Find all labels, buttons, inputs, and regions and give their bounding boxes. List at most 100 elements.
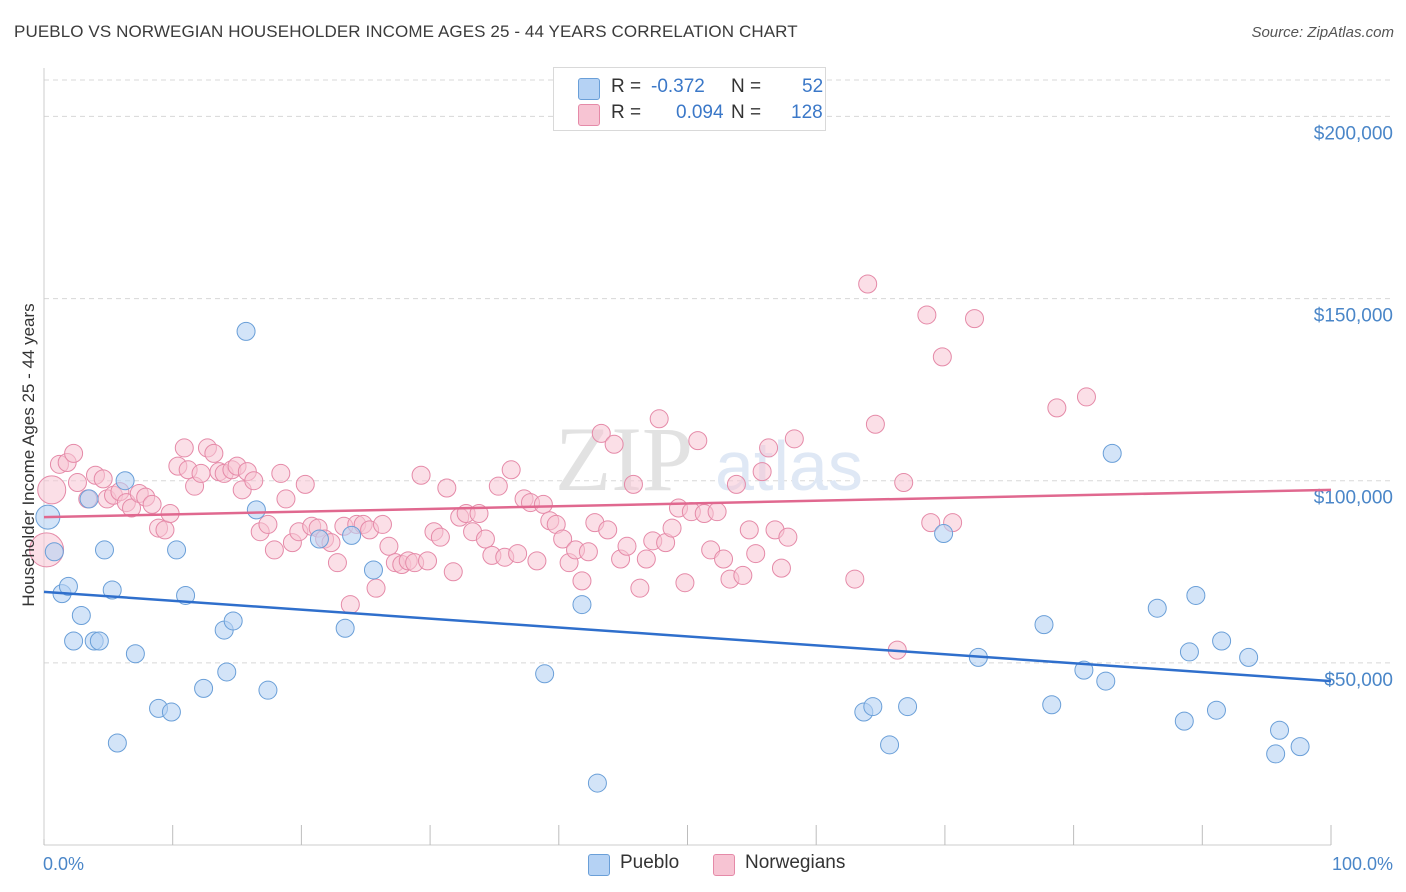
norwegians-point bbox=[122, 498, 142, 518]
norwegians-point bbox=[662, 518, 682, 538]
norwegians-point bbox=[93, 469, 113, 489]
pueblo-point bbox=[1147, 598, 1167, 618]
norwegians-point bbox=[623, 474, 643, 494]
legend-r-label: R = bbox=[611, 102, 642, 123]
pueblo-point bbox=[1102, 443, 1122, 463]
pueblo-point bbox=[309, 529, 329, 549]
legend: R = -0.372 N = 52 R = 0.094 N = 128 bbox=[553, 67, 826, 131]
pueblo-point bbox=[176, 585, 196, 605]
legend-n-label: N = bbox=[731, 102, 762, 123]
legend-r-label: R = bbox=[611, 76, 642, 97]
norwegians-point bbox=[533, 494, 553, 514]
pueblo-point bbox=[1290, 737, 1310, 757]
norwegians-point bbox=[488, 476, 508, 496]
norwegians-point bbox=[443, 562, 463, 582]
norwegians-point bbox=[553, 529, 573, 549]
norwegians-point bbox=[379, 536, 399, 556]
pueblo-point bbox=[64, 631, 84, 651]
y-tick-label: $200,000 bbox=[1314, 123, 1393, 144]
pueblo-point bbox=[1074, 660, 1094, 680]
pueblo-point bbox=[587, 773, 607, 793]
norwegians-point bbox=[276, 489, 296, 509]
norwegians-point bbox=[508, 544, 528, 564]
norwegians-point bbox=[411, 465, 431, 485]
norwegians-point bbox=[701, 540, 721, 560]
norwegians-point bbox=[675, 573, 695, 593]
norwegians-point bbox=[845, 569, 865, 589]
norwegians-point bbox=[372, 514, 392, 534]
norwegians-point bbox=[244, 471, 264, 491]
pueblo-point bbox=[1186, 585, 1206, 605]
x-tick-label-min: 0.0% bbox=[43, 854, 84, 874]
norwegians-point bbox=[649, 409, 669, 429]
norwegians-point bbox=[707, 502, 727, 522]
pueblo-point bbox=[342, 525, 362, 545]
pueblo-point bbox=[1206, 700, 1226, 720]
legend-n-value: 128 bbox=[791, 102, 823, 123]
norwegians-point bbox=[752, 462, 772, 482]
pueblo-point bbox=[161, 702, 181, 722]
norwegians-point bbox=[759, 438, 779, 458]
norwegians-point bbox=[430, 527, 450, 547]
legend-n-value: 52 bbox=[802, 76, 824, 97]
norwegians-point bbox=[771, 558, 791, 578]
norwegians-point bbox=[617, 536, 637, 556]
norwegians-point bbox=[1076, 387, 1096, 407]
y-tick-label: $150,000 bbox=[1314, 306, 1393, 327]
norwegians-point bbox=[155, 520, 175, 540]
pueblo-point bbox=[125, 644, 145, 664]
norwegians-point bbox=[733, 565, 753, 585]
norwegians-point bbox=[142, 494, 162, 514]
norwegians-point bbox=[1047, 398, 1067, 418]
pueblo-swatch bbox=[578, 78, 600, 100]
norwegians-point bbox=[191, 463, 211, 483]
pueblo-point bbox=[115, 471, 135, 491]
norwegians-point bbox=[688, 431, 708, 451]
pueblo-point bbox=[58, 576, 78, 596]
chart-title: PUEBLO VS NORWEGIAN HOUSEHOLDER INCOME A… bbox=[14, 22, 798, 41]
pueblo-point bbox=[167, 540, 187, 560]
norwegians-point bbox=[894, 473, 914, 493]
chart-source: Source: ZipAtlas.com bbox=[1251, 24, 1394, 41]
pueblo-point bbox=[194, 678, 214, 698]
pueblo-point bbox=[934, 524, 954, 544]
pueblo-swatch bbox=[588, 854, 610, 876]
pueblo-point bbox=[217, 662, 237, 682]
norwegians-point bbox=[475, 529, 495, 549]
pueblo-point bbox=[107, 733, 127, 753]
legend-r-value: -0.372 bbox=[651, 76, 705, 97]
norwegians-point bbox=[572, 571, 592, 591]
norwegians-point bbox=[865, 414, 885, 434]
bottom-legend-pueblo-label: Pueblo bbox=[620, 852, 680, 873]
norwegians-point bbox=[630, 578, 650, 598]
norwegians-point bbox=[174, 438, 194, 458]
pueblo-point bbox=[89, 631, 109, 651]
pueblo-point bbox=[863, 697, 883, 717]
pueblo-point bbox=[1034, 615, 1054, 635]
pueblo-trend-line bbox=[43, 590, 1332, 683]
pueblo-point bbox=[1239, 647, 1259, 667]
norwegians-point bbox=[714, 549, 734, 569]
pueblo-points bbox=[35, 321, 1310, 793]
norwegians-point bbox=[746, 544, 766, 564]
norwegians-point bbox=[921, 513, 941, 533]
pueblo-point bbox=[1212, 631, 1232, 651]
norwegians-point bbox=[636, 549, 656, 569]
norwegians-point bbox=[67, 473, 87, 493]
norwegians-point bbox=[965, 309, 985, 329]
norwegians-point bbox=[726, 474, 746, 494]
pueblo-point bbox=[335, 618, 355, 638]
pueblo-point bbox=[102, 580, 122, 600]
norwegians-point bbox=[501, 460, 521, 480]
y-tick-labels: $50,000 $100,000 $150,000 $200,000 bbox=[1314, 123, 1393, 690]
pueblo-point bbox=[572, 595, 592, 615]
norwegians-trend-line bbox=[43, 488, 1332, 519]
norwegians-point bbox=[591, 423, 611, 443]
x-tick-label-max: 100.0% bbox=[1332, 854, 1393, 874]
pueblo-point bbox=[363, 560, 383, 580]
norwegians-point bbox=[858, 274, 878, 294]
norwegians-swatch bbox=[713, 854, 735, 876]
norwegians-point bbox=[37, 475, 67, 505]
pueblo-point bbox=[246, 500, 266, 520]
